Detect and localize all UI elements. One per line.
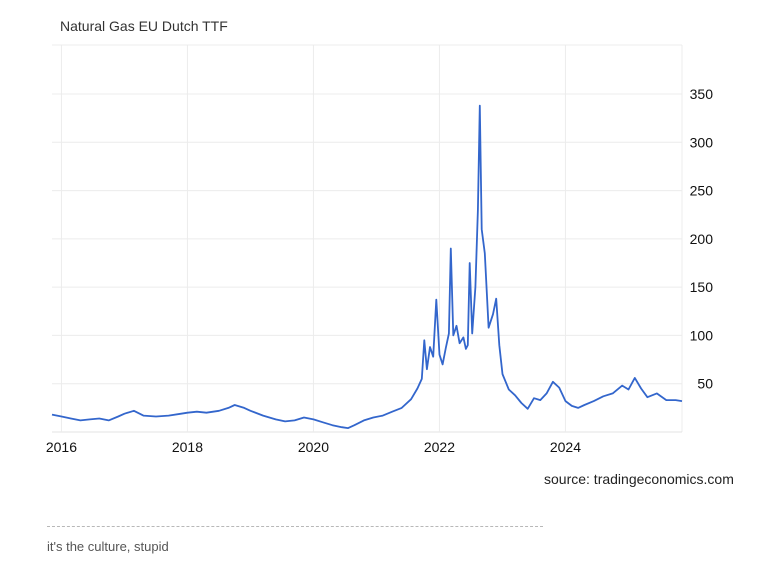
y-tick-label: 50 (697, 376, 713, 392)
footer-divider (47, 526, 543, 527)
series-layer (51, 104, 683, 429)
x-tick-label: 2024 (550, 439, 581, 455)
series-line (51, 104, 683, 429)
chart-title: Natural Gas EU Dutch TTF (60, 18, 228, 34)
footer-text: it's the culture, stupid (47, 539, 169, 554)
x-tick-labels: 2016 2018 2020 2022 2024 (46, 439, 581, 455)
x-tick-label: 2020 (298, 439, 329, 455)
y-tick-label: 250 (690, 183, 714, 199)
x-tick-label: 2022 (424, 439, 455, 455)
line-chart: 2016 2018 2020 2022 2024 50 100 150 200 250 300 35… (46, 44, 714, 455)
grid-lines (52, 44, 683, 433)
y-tick-labels: 50 100 150 200 250 300 350 (690, 86, 714, 392)
x-tick-label: 2016 (46, 439, 77, 455)
y-tick-label: 100 (690, 327, 714, 343)
y-tick-label: 300 (690, 134, 714, 150)
y-tick-label: 150 (690, 279, 714, 295)
source-label: source: tradingeconomics.com (544, 471, 734, 487)
y-tick-label: 200 (690, 231, 714, 247)
x-tick-label: 2018 (172, 439, 203, 455)
y-tick-label: 350 (690, 86, 714, 102)
